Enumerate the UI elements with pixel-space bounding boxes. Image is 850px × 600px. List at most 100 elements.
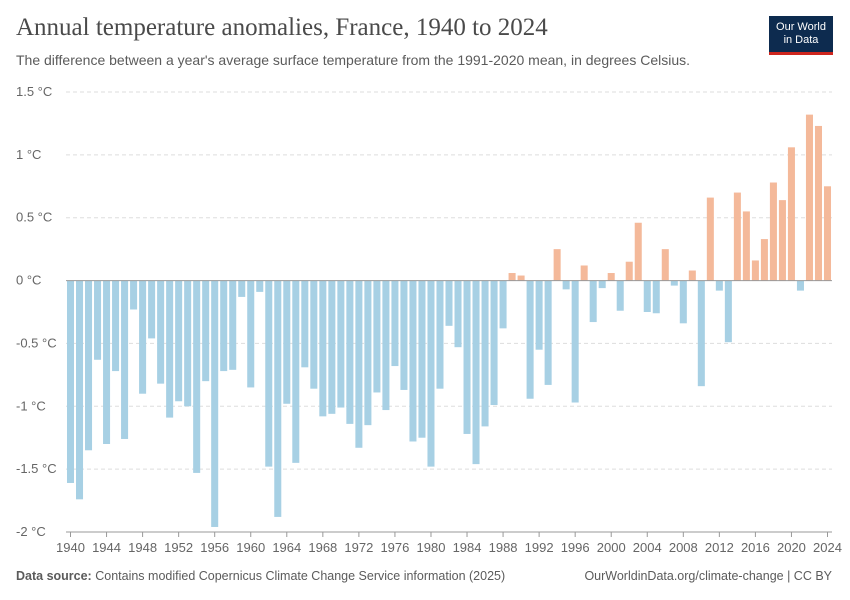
bar-1979[interactable] xyxy=(418,280,426,438)
bar-1958[interactable] xyxy=(229,280,237,370)
bar-1968[interactable] xyxy=(319,280,327,417)
x-tick-label: 1992 xyxy=(525,540,554,555)
bar-2023[interactable] xyxy=(814,125,822,281)
bar-1977[interactable] xyxy=(400,280,408,390)
bar-1951[interactable] xyxy=(166,280,174,418)
bar-1980[interactable] xyxy=(427,280,435,467)
x-tick-label: 1968 xyxy=(308,540,337,555)
bar-1976[interactable] xyxy=(391,280,399,367)
bar-1943[interactable] xyxy=(94,280,102,360)
bar-2003[interactable] xyxy=(634,222,642,281)
bar-2024[interactable] xyxy=(823,186,832,281)
bar-2021[interactable] xyxy=(796,280,804,291)
bar-2016[interactable] xyxy=(751,260,759,281)
axis-layer: 1.5 °C 1 °C 0.5 °C 0 °C -0.5 °C -1 °C -1.5 °C -… xyxy=(16,84,842,555)
bar-1999[interactable] xyxy=(598,280,606,289)
bar-2009[interactable] xyxy=(688,270,696,281)
x-tick-label: 2024 xyxy=(813,540,842,555)
bar-1971[interactable] xyxy=(346,280,354,424)
bar-2015[interactable] xyxy=(742,211,750,281)
x-tick-label: 1988 xyxy=(489,540,518,555)
bar-1942[interactable] xyxy=(85,280,93,451)
bar-1955[interactable] xyxy=(202,280,210,382)
bar-1981[interactable] xyxy=(436,280,444,389)
bar-1950[interactable] xyxy=(157,280,165,384)
bar-1996[interactable] xyxy=(571,280,579,403)
bar-1956[interactable] xyxy=(211,280,219,527)
bar-2006[interactable] xyxy=(661,249,669,281)
bar-1994[interactable] xyxy=(553,249,561,281)
x-tick-label: 1940 xyxy=(56,540,85,555)
bar-2004[interactable] xyxy=(643,280,651,312)
x-tick-label: 1996 xyxy=(561,540,590,555)
bar-1946[interactable] xyxy=(121,280,129,439)
bar-1944[interactable] xyxy=(103,280,111,444)
owid-logo[interactable]: Our World in Data xyxy=(769,16,833,55)
bar-2020[interactable] xyxy=(787,147,795,281)
bar-1986[interactable] xyxy=(481,280,489,427)
bar-1940[interactable] xyxy=(66,280,75,483)
bar-1995[interactable] xyxy=(562,280,570,290)
bar-1965[interactable] xyxy=(292,280,300,463)
y-tick-label: -1 °C xyxy=(16,398,46,413)
bar-2013[interactable] xyxy=(724,280,732,343)
y-tick-label: 0 °C xyxy=(16,273,41,288)
bar-1985[interactable] xyxy=(472,280,480,465)
bar-2008[interactable] xyxy=(679,280,687,324)
bar-1964[interactable] xyxy=(283,280,291,404)
bar-2002[interactable] xyxy=(625,261,633,281)
bar-1941[interactable] xyxy=(76,280,84,500)
y-tick-label: 1 °C xyxy=(16,147,41,162)
bar-1957[interactable] xyxy=(220,280,228,372)
footer-link[interactable]: OurWorldinData.org/climate-change | CC B… xyxy=(584,569,832,583)
bar-2007[interactable] xyxy=(670,280,678,286)
bar-2017[interactable] xyxy=(760,239,768,281)
bar-1989[interactable] xyxy=(508,273,516,281)
x-tick-label: 2012 xyxy=(705,540,734,555)
bar-1969[interactable] xyxy=(328,280,336,414)
bar-1988[interactable] xyxy=(499,280,507,329)
bar-1962[interactable] xyxy=(265,280,273,467)
bar-1952[interactable] xyxy=(175,280,183,402)
bar-1993[interactable] xyxy=(544,280,552,385)
bar-2001[interactable] xyxy=(616,280,624,311)
bar-1966[interactable] xyxy=(301,280,309,368)
x-tick-label: 1956 xyxy=(200,540,229,555)
bar-2011[interactable] xyxy=(706,197,714,281)
bar-1987[interactable] xyxy=(490,280,498,406)
bar-1970[interactable] xyxy=(337,280,345,408)
bar-2010[interactable] xyxy=(697,280,705,387)
bar-1997[interactable] xyxy=(580,265,588,281)
bar-1945[interactable] xyxy=(112,280,120,372)
bar-1959[interactable] xyxy=(238,280,246,297)
bar-2022[interactable] xyxy=(805,114,813,281)
bar-1949[interactable] xyxy=(148,280,156,339)
bar-2000[interactable] xyxy=(607,273,615,281)
bar-1954[interactable] xyxy=(193,280,201,473)
bar-1961[interactable] xyxy=(256,280,264,292)
bar-1983[interactable] xyxy=(454,280,462,348)
bar-1973[interactable] xyxy=(364,280,372,426)
bar-2005[interactable] xyxy=(652,280,660,314)
bar-1978[interactable] xyxy=(409,280,417,442)
bar-1975[interactable] xyxy=(382,280,390,411)
bar-1963[interactable] xyxy=(274,280,282,517)
bar-2018[interactable] xyxy=(769,182,777,281)
bar-1991[interactable] xyxy=(526,280,534,399)
bar-1974[interactable] xyxy=(373,280,381,393)
bar-1984[interactable] xyxy=(463,280,471,434)
bar-1992[interactable] xyxy=(535,280,543,350)
bar-1953[interactable] xyxy=(184,280,192,407)
bar-1960[interactable] xyxy=(247,280,255,388)
bar-1990[interactable] xyxy=(517,275,525,281)
bar-1948[interactable] xyxy=(139,280,147,394)
bar-1947[interactable] xyxy=(130,280,138,310)
bar-1998[interactable] xyxy=(589,280,597,323)
bar-1967[interactable] xyxy=(310,280,318,389)
bar-2012[interactable] xyxy=(715,280,723,291)
x-tick-label: 2008 xyxy=(669,540,698,555)
bar-2019[interactable] xyxy=(778,200,786,281)
bar-2014[interactable] xyxy=(733,192,741,281)
bar-1982[interactable] xyxy=(445,280,453,326)
bar-1972[interactable] xyxy=(355,280,363,448)
